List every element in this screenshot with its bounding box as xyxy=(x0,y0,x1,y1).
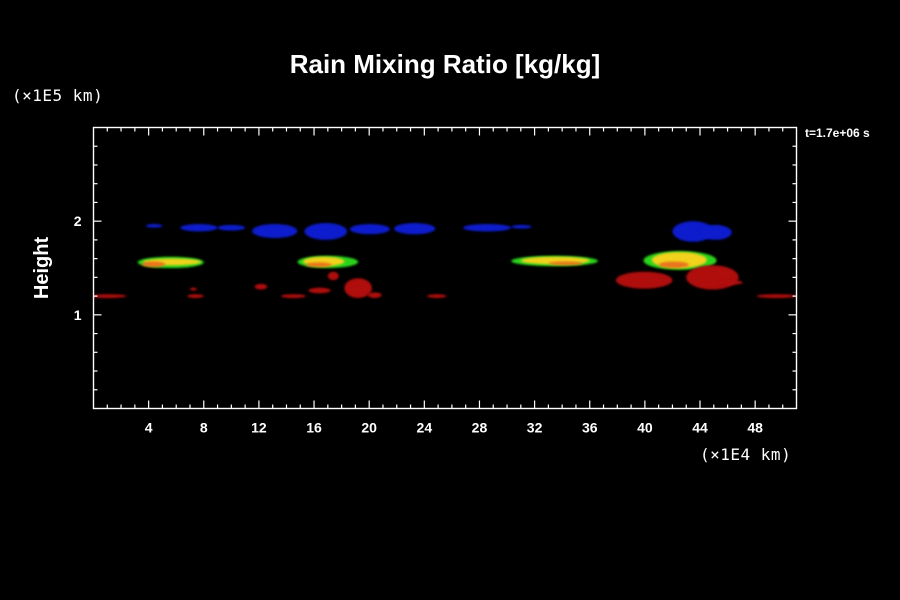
x-tick-label: 36 xyxy=(582,420,598,436)
x-tick-label: 44 xyxy=(692,420,708,436)
x-tick-label: 4 xyxy=(145,420,153,436)
red-rain-cell xyxy=(187,294,204,298)
x-tick-label: 12 xyxy=(251,420,267,436)
x-tick-label: 28 xyxy=(472,420,488,436)
red-rain-cell xyxy=(427,294,447,298)
red-rain-cell xyxy=(280,294,306,298)
red-rain-cell xyxy=(367,292,382,298)
x-tick-label: 24 xyxy=(417,420,433,436)
blue-rain-cell xyxy=(217,224,246,231)
x-unit-label: (×1E4 km) xyxy=(700,445,791,464)
red-rain-cell xyxy=(308,287,331,294)
blue-rain-cell xyxy=(462,223,512,232)
x-tick-label: 48 xyxy=(747,420,763,436)
blue-rain-cell xyxy=(145,223,163,228)
blue-rain-cell xyxy=(393,223,436,235)
blue-rain-cell xyxy=(252,223,298,239)
blue-rain-cell xyxy=(700,224,732,240)
rain-features xyxy=(93,221,796,298)
orange-rain-cell xyxy=(305,262,332,268)
orange-rain-cell xyxy=(548,261,583,266)
x-tick-label: 32 xyxy=(527,420,543,436)
x-tick-label: 16 xyxy=(306,420,322,436)
y-axis-label: Height xyxy=(31,237,53,300)
red-rain-cell xyxy=(756,294,796,298)
chart-title: Rain Mixing Ratio [kg/kg] xyxy=(290,49,601,79)
time-label: t=1.7e+06 s xyxy=(805,126,870,140)
red-rain-cell xyxy=(717,280,743,285)
plot-frame xyxy=(92,126,798,410)
orange-rain-cell xyxy=(658,261,689,269)
blue-rain-cell xyxy=(349,223,390,235)
x-tick-label: 20 xyxy=(361,420,377,436)
red-rain-cell xyxy=(189,287,197,291)
red-rain-cell xyxy=(327,271,339,281)
x-axis-ticks: 4 8 12 16 20 24 28 32 36 40 44 48 xyxy=(106,127,784,436)
red-rain-cell xyxy=(686,265,739,290)
blue-rain-cell xyxy=(304,223,348,240)
red-rain-cell xyxy=(254,283,268,290)
y-axis-ticks: 12 xyxy=(74,145,797,391)
y-unit-label: (×1E5 km) xyxy=(12,86,103,105)
blue-rain-cell xyxy=(511,224,532,229)
red-rain-cell xyxy=(93,294,127,298)
y-tick-label: 2 xyxy=(74,213,82,229)
blue-rain-cell xyxy=(180,223,218,232)
x-tick-label: 40 xyxy=(637,420,653,436)
red-rain-cell xyxy=(344,278,372,298)
x-tick-label: 8 xyxy=(200,420,208,436)
red-rain-cell xyxy=(615,271,673,289)
y-tick-label: 1 xyxy=(74,307,82,323)
orange-rain-cell xyxy=(141,261,166,268)
